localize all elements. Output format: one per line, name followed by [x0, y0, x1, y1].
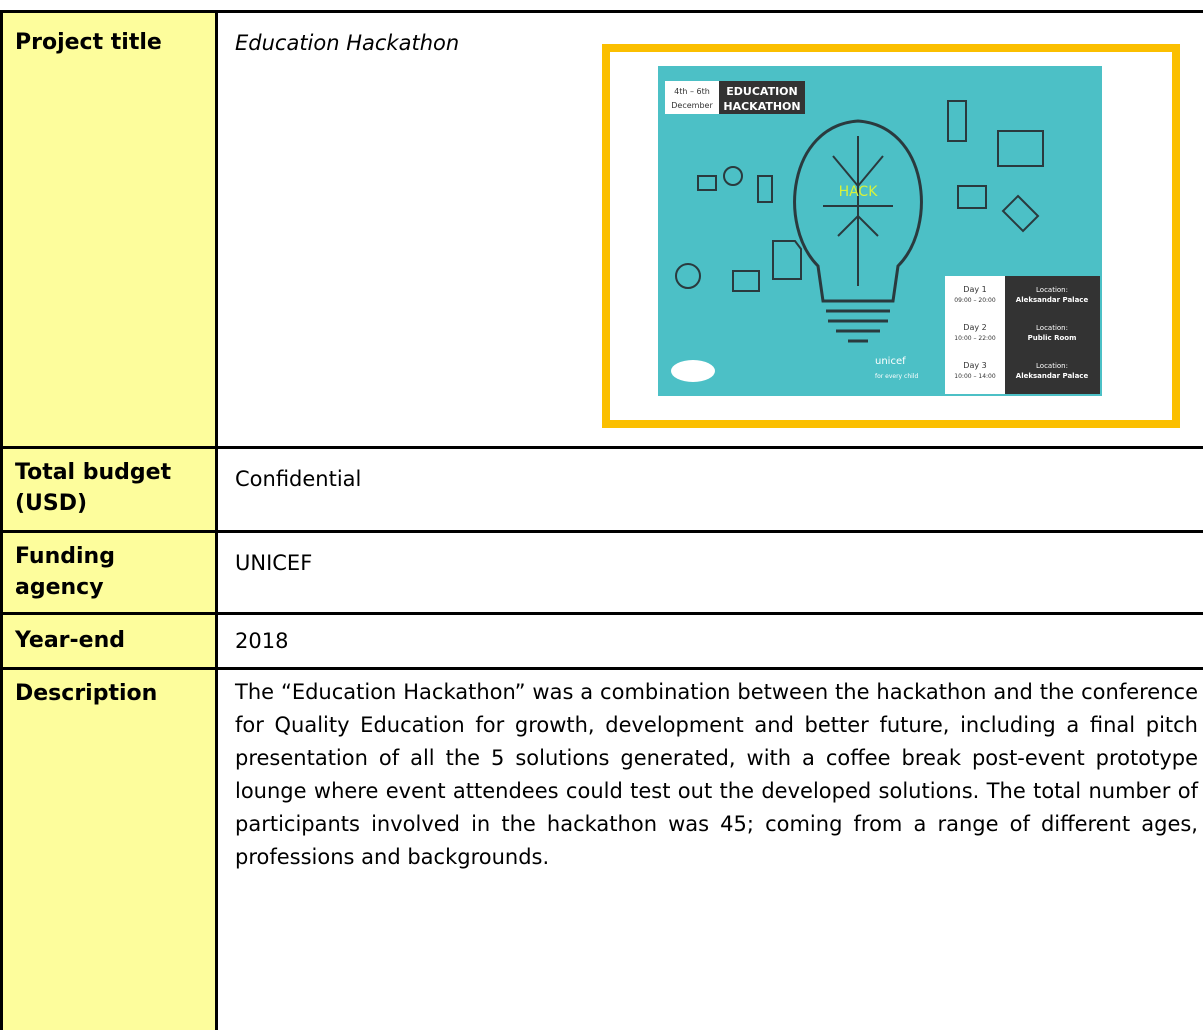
- day: Day 1: [963, 285, 986, 294]
- date: 4th – 6th: [674, 87, 710, 96]
- place: Public Room: [1028, 334, 1077, 342]
- time: 09:00 – 20:00: [954, 297, 996, 304]
- lightbulb: [793, 119, 923, 343]
- poster-title: EDUCATION: [726, 85, 797, 98]
- row: Funding agency UNICEF: [3, 533, 1203, 615]
- day: Day 2: [963, 323, 986, 332]
- place: Aleksandar Palace: [1016, 296, 1089, 304]
- project-table: Project title Education Hackathon Total …: [0, 10, 1203, 1030]
- label: Total budget (USD): [3, 449, 218, 530]
- schedule: Day 1 09:00 – 20:00 Location: Aleksandar Pa…: [954, 285, 1088, 380]
- value: Confidential: [235, 467, 362, 491]
- label: Project title: [3, 13, 218, 446]
- value: Education Hackathon: [235, 31, 460, 55]
- label: Description: [3, 670, 218, 1030]
- tagline: for every child: [875, 373, 918, 380]
- title-box: [719, 81, 805, 114]
- poster: 4th – 6th December EDUCATION HACKATHON H…: [658, 66, 1102, 396]
- location: Location:: [1036, 324, 1068, 332]
- icons: [675, 100, 1044, 292]
- hack: HACK: [839, 184, 879, 200]
- row: Year-end 2018: [3, 615, 1203, 670]
- row: Total budget (USD) Confidential: [3, 449, 1203, 533]
- location: Location:: [1036, 362, 1068, 370]
- label: Funding agency: [3, 533, 218, 612]
- value: 2018: [235, 629, 289, 653]
- value: UNICEF: [235, 551, 313, 575]
- place: Aleksandar Palace: [1016, 372, 1089, 380]
- location: Location:: [1036, 286, 1068, 294]
- row: Description The “Education Hackathon” wa…: [3, 670, 1203, 1030]
- sponsor: unicef: [875, 356, 906, 367]
- frame: [602, 44, 1180, 428]
- value: The “Education Hackathon” was a combinat…: [235, 680, 1198, 869]
- poster-title: HACKATHON: [723, 100, 800, 113]
- day: Day 3: [963, 361, 986, 370]
- logo: [671, 360, 715, 382]
- poster-image: 4th – 6th December EDUCATION HACKATHON H…: [602, 44, 1180, 428]
- time: 10:00 – 14:00: [954, 373, 996, 380]
- date-box: [665, 81, 719, 114]
- time: 10:00 – 22:00: [954, 335, 996, 342]
- date: December: [671, 101, 713, 110]
- schedule-times: [945, 276, 1005, 394]
- label: Year-end: [3, 615, 218, 667]
- schedule-places: [1005, 276, 1100, 394]
- row: Project title Education Hackathon: [3, 13, 1203, 449]
